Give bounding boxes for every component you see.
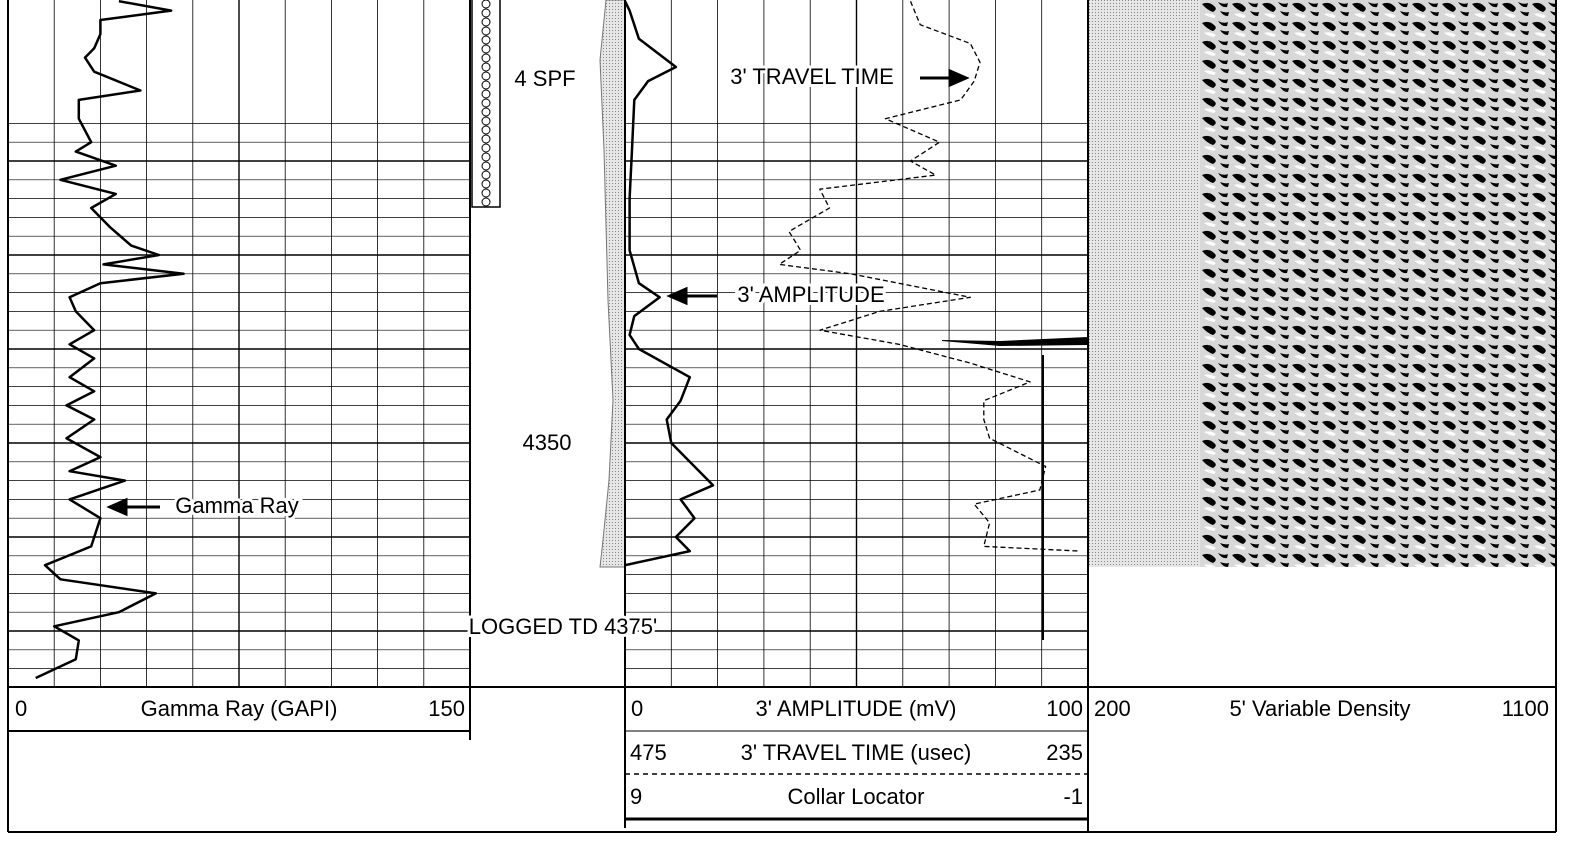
track-name: 3' TRAVEL TIME (usec) xyxy=(741,740,972,765)
perforation-shot xyxy=(481,125,491,135)
perforation-shot xyxy=(481,179,491,189)
perforation-shot xyxy=(481,143,491,153)
perforation-shot xyxy=(481,107,491,117)
arrow xyxy=(666,286,717,306)
curves xyxy=(35,0,1081,680)
scale-min: 0 xyxy=(15,696,27,721)
scale-max: 1100 xyxy=(1502,696,1549,721)
scale-min: 475 xyxy=(630,740,667,765)
perforation-shot xyxy=(481,134,491,144)
arrow xyxy=(106,497,160,517)
arrow xyxy=(920,68,970,88)
perforation-shot xyxy=(481,8,491,18)
track-name: Collar Locator xyxy=(788,784,925,809)
grids xyxy=(7,0,1089,687)
curve-label: 3' TRAVEL TIME xyxy=(730,64,894,89)
vdl-image xyxy=(1200,0,1555,567)
perforation-shot xyxy=(481,170,491,180)
perforation-shot xyxy=(481,188,491,198)
curve xyxy=(778,0,1081,552)
perforation-label: 4 SPF xyxy=(514,66,575,91)
perforation-shot xyxy=(481,44,491,54)
perforation-shot xyxy=(481,116,491,126)
vdl-background xyxy=(1088,0,1200,567)
perforation-shot xyxy=(481,98,491,108)
perforation-shot xyxy=(481,197,491,207)
perforations xyxy=(471,0,501,208)
perforation-shot xyxy=(481,71,491,81)
perforation-shot xyxy=(481,152,491,162)
scale-max: 100 xyxy=(1046,696,1083,721)
track-name: 5' Variable Density xyxy=(1229,696,1410,721)
frame xyxy=(7,0,1557,833)
perforation-shot xyxy=(481,89,491,99)
track-name: 3' AMPLITUDE (mV) xyxy=(755,696,956,721)
perforation-shot xyxy=(481,17,491,27)
depth-label: 4350 xyxy=(523,430,572,455)
perforation-shot xyxy=(481,53,491,63)
curve-label: Gamma Ray xyxy=(175,493,298,518)
curve xyxy=(623,0,715,567)
shading xyxy=(599,0,626,568)
collar-spike xyxy=(942,337,1088,346)
perforation-shot xyxy=(481,80,491,90)
scale-max: 235 xyxy=(1046,740,1083,765)
scale-min: 0 xyxy=(631,696,643,721)
track-name: Gamma Ray (GAPI) xyxy=(141,696,338,721)
scale-max: 150 xyxy=(428,696,465,721)
scale-min: 9 xyxy=(630,784,642,809)
scale-min: 200 xyxy=(1094,696,1131,721)
curve xyxy=(35,0,185,680)
perforation-shot xyxy=(481,62,491,72)
curve-label: 3' AMPLITUDE xyxy=(737,282,884,307)
scale-max: -1 xyxy=(1063,784,1083,809)
td-label: LOGGED TD 4375' xyxy=(469,614,657,639)
perforation-shot xyxy=(481,0,491,9)
perforation-shot xyxy=(481,161,491,171)
perforation-shot xyxy=(481,35,491,45)
perforation-shot xyxy=(481,26,491,36)
